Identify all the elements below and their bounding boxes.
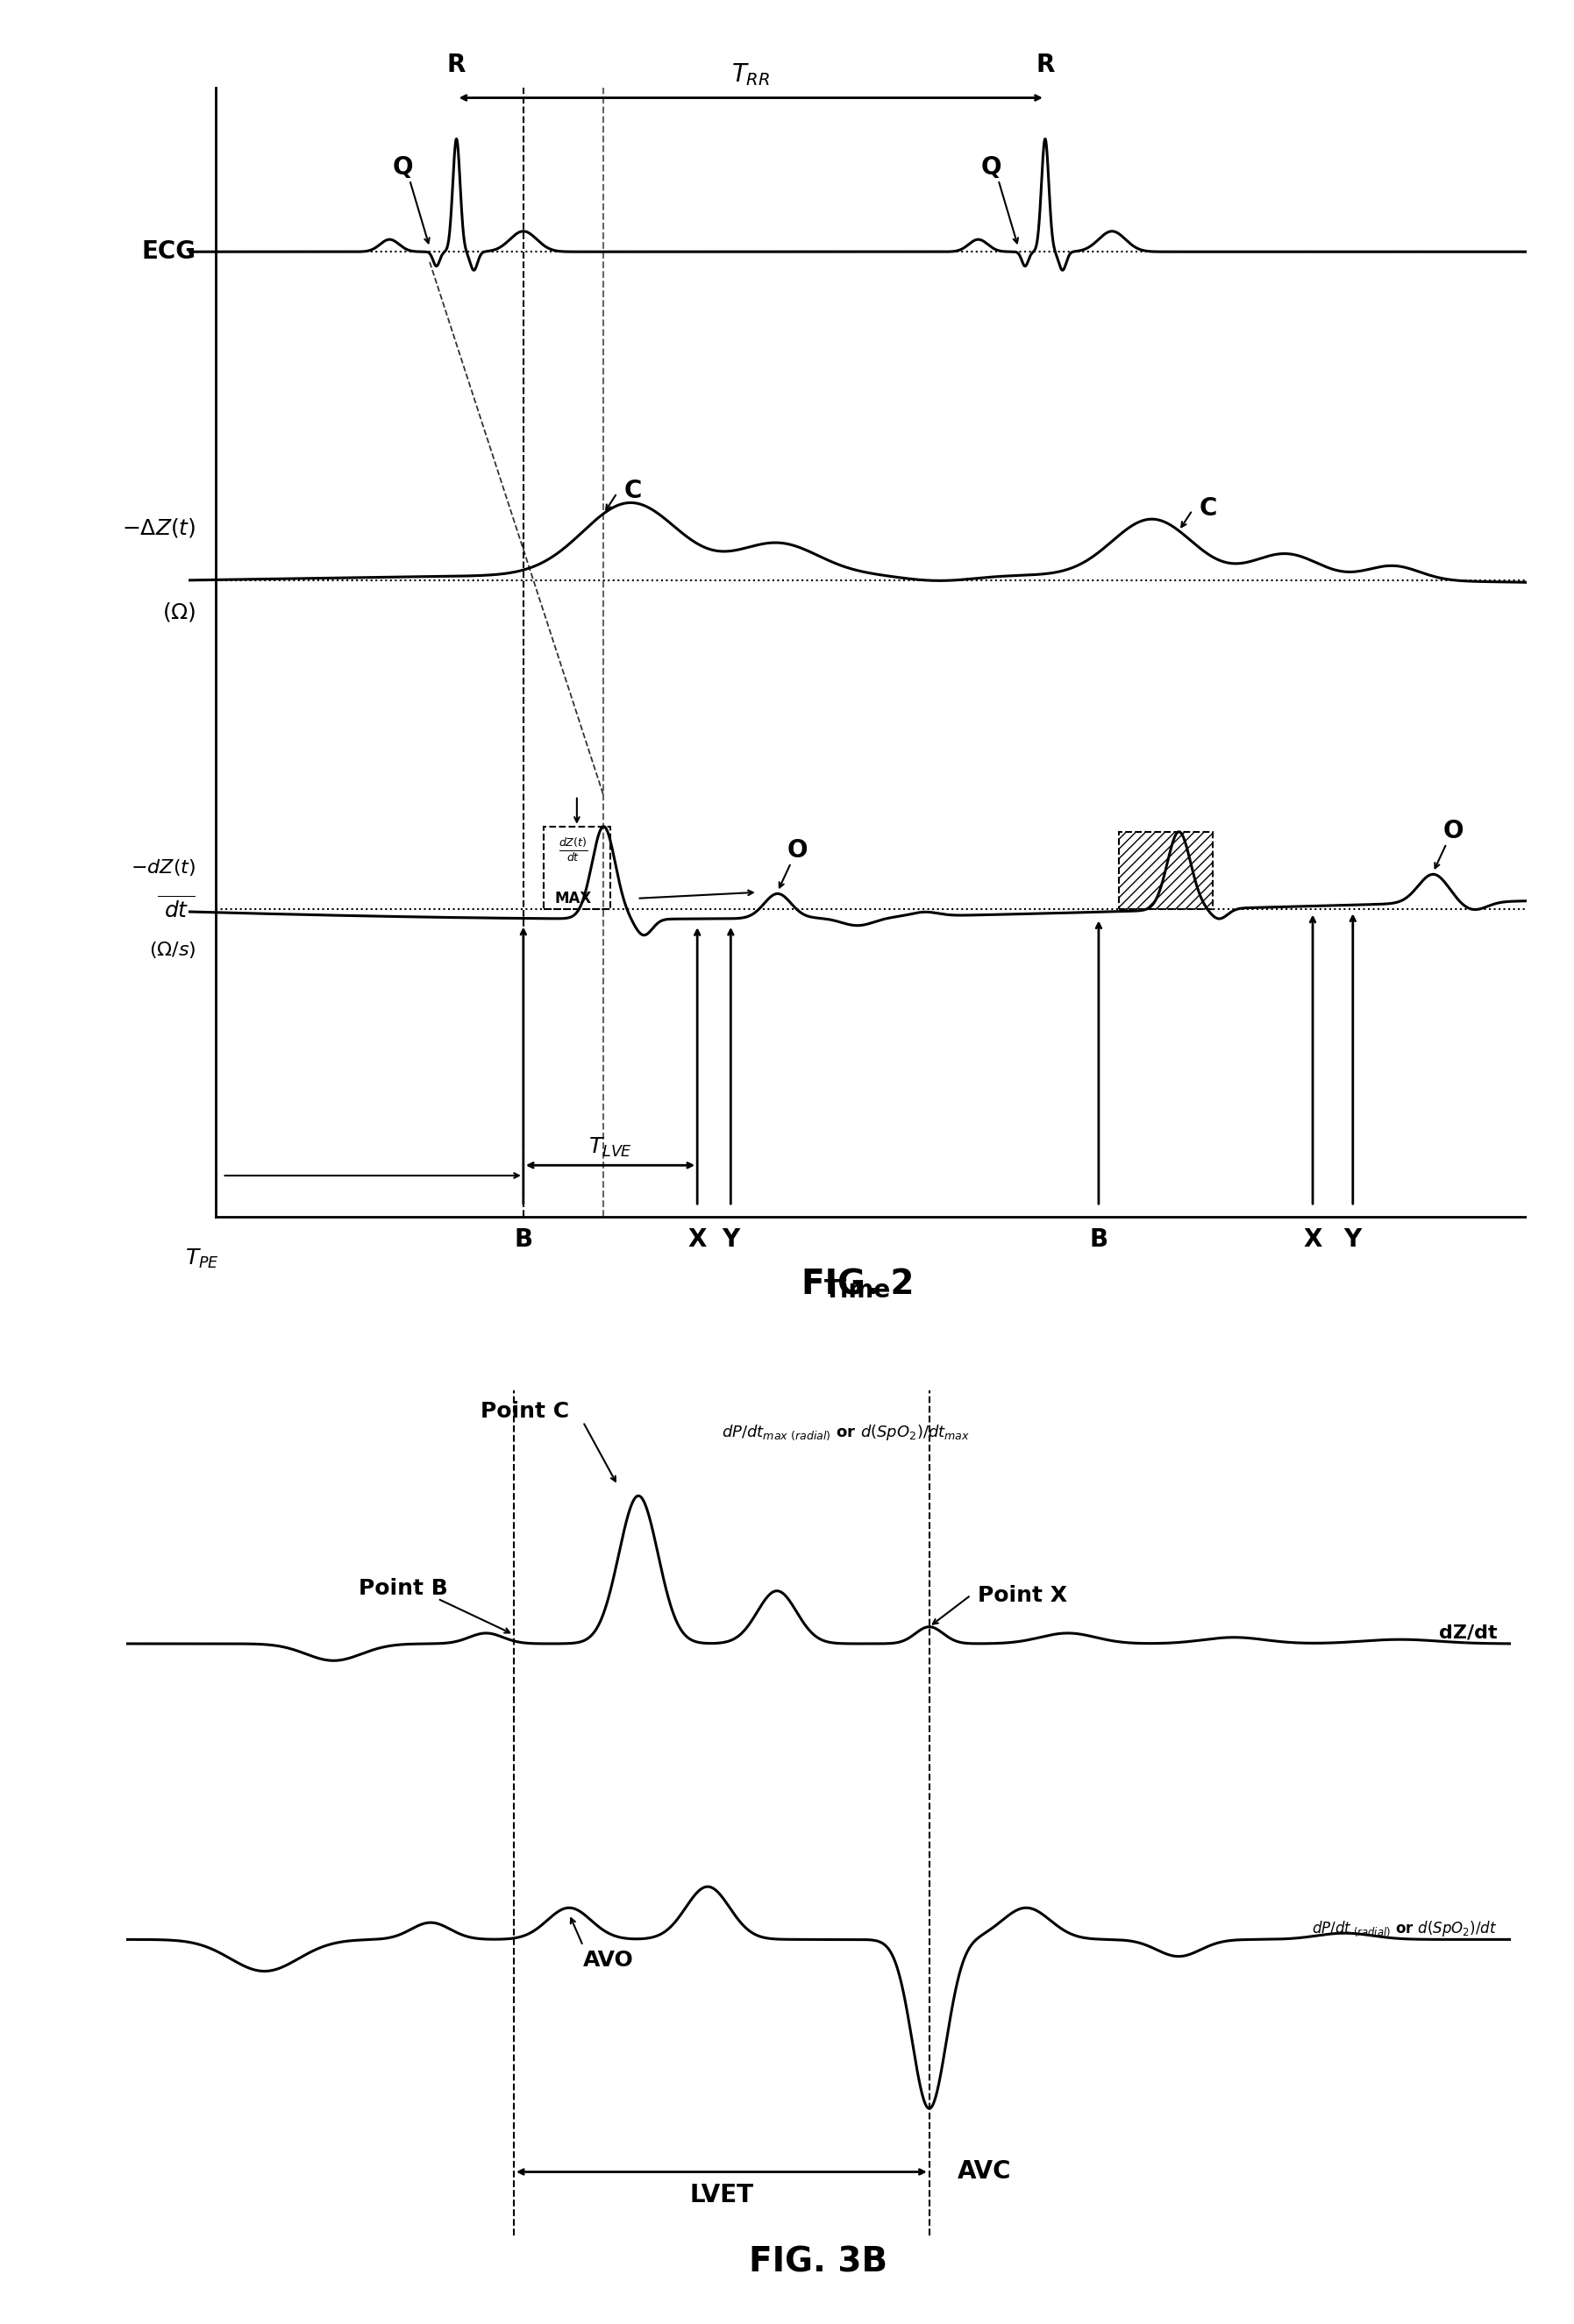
Text: MAX: MAX — [554, 890, 592, 906]
Text: Y: Y — [1344, 1227, 1362, 1250]
Text: FIG. 2: FIG. 2 — [801, 1269, 914, 1301]
Text: $\overline{\ dt\ }$: $\overline{\ dt\ }$ — [157, 895, 195, 923]
Text: B: B — [1089, 1227, 1108, 1250]
Text: $(\Omega)$: $(\Omega)$ — [162, 602, 195, 623]
Text: Time: Time — [825, 1278, 891, 1304]
Text: dZ/dt: dZ/dt — [1439, 1624, 1497, 1641]
Text: AVO: AVO — [582, 1950, 634, 1971]
Text: $T_{RR}$: $T_{RR}$ — [732, 60, 770, 88]
Text: Y: Y — [722, 1227, 740, 1250]
Text: $-\Delta Z(t)$: $-\Delta Z(t)$ — [121, 516, 195, 539]
Text: Point X: Point X — [977, 1585, 1067, 1606]
Text: $dP/dt_{\ (radial)}$ or $d(SpO_2)/dt$: $dP/dt_{\ (radial)}$ or $d(SpO_2)/dt$ — [1311, 1920, 1497, 1938]
Text: R: R — [1036, 53, 1055, 77]
Text: B: B — [515, 1227, 532, 1250]
Text: Q: Q — [392, 156, 414, 179]
Text: $\frac{dZ(t)}{dt}$: $\frac{dZ(t)}{dt}$ — [559, 837, 587, 865]
Text: FIG. 3B: FIG. 3B — [749, 2245, 888, 2280]
Text: O: O — [1443, 818, 1464, 844]
Bar — [543, 827, 611, 909]
Text: $T_{LVE}$: $T_{LVE}$ — [589, 1136, 633, 1160]
Text: C: C — [623, 479, 642, 504]
Text: O: O — [787, 839, 807, 862]
Text: R: R — [447, 53, 466, 77]
Text: LVET: LVET — [689, 2182, 754, 2208]
Text: $(\Omega/s)$: $(\Omega/s)$ — [148, 939, 195, 960]
Text: $dP/dt_{max\ (radial)}$ or $d(SpO_2)/dt_{max}$: $dP/dt_{max\ (radial)}$ or $d(SpO_2)/dt_… — [721, 1422, 970, 1441]
Text: $T_{PE}$: $T_{PE}$ — [186, 1248, 219, 1271]
Text: X: X — [688, 1227, 707, 1250]
Text: Q: Q — [981, 156, 1003, 179]
Text: Point C: Point C — [480, 1401, 570, 1422]
Text: ECG: ECG — [142, 239, 195, 265]
Bar — [1119, 832, 1212, 909]
Text: X: X — [1303, 1227, 1322, 1250]
Text: C: C — [1199, 495, 1217, 521]
Text: $-dZ(t)$: $-dZ(t)$ — [131, 858, 195, 878]
Text: Point B: Point B — [359, 1578, 447, 1599]
Text: AVC: AVC — [957, 2159, 1011, 2185]
